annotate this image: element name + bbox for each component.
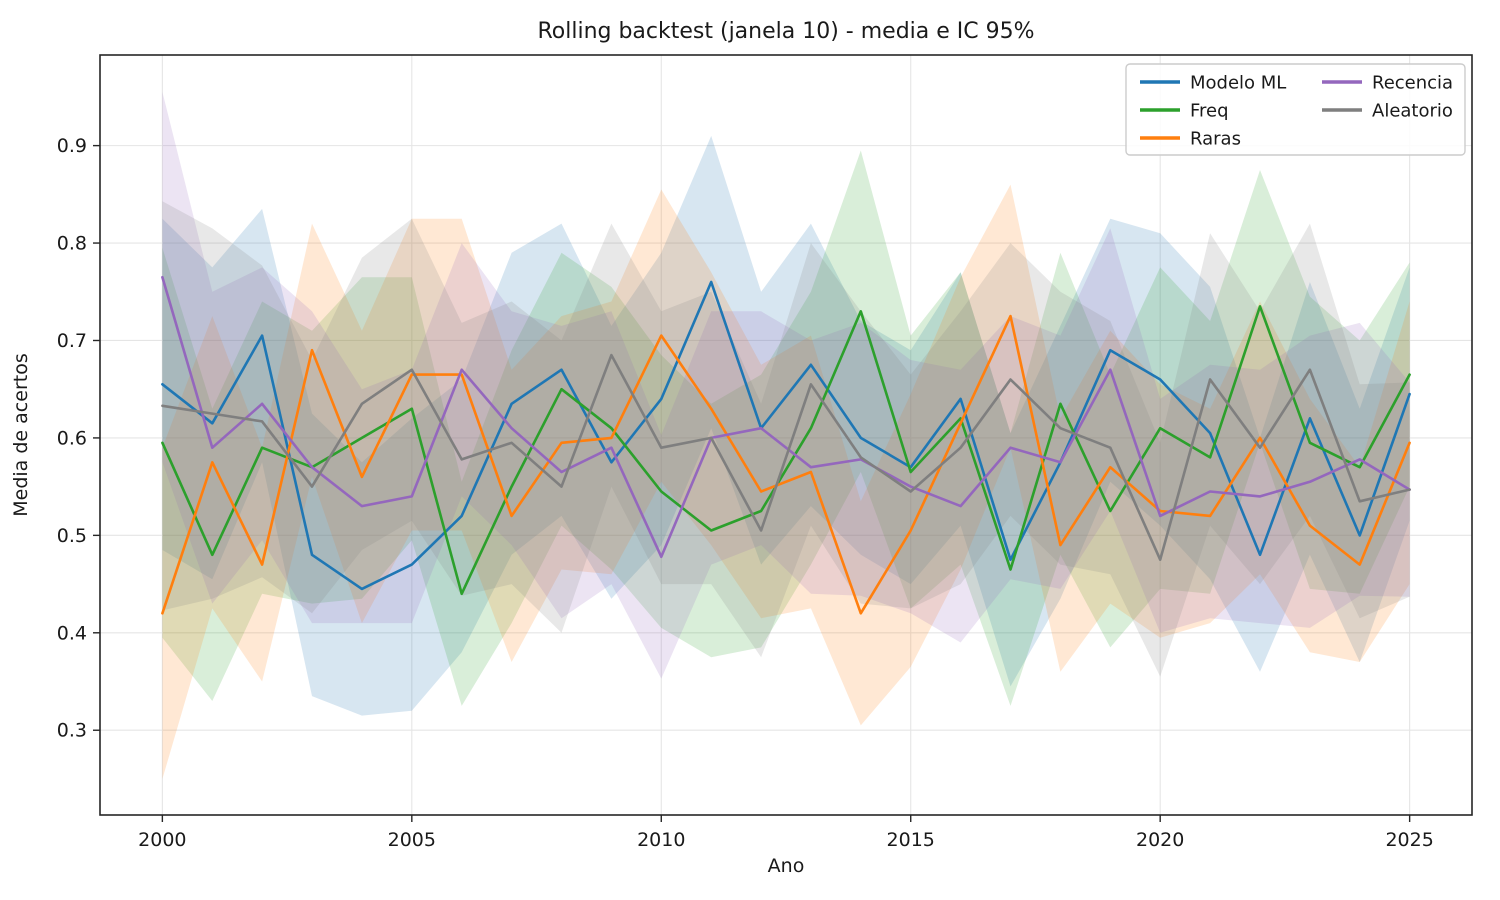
legend-entry-aleatorio: Aleatorio — [1322, 101, 1453, 122]
modelo-ml-ci-band — [162, 135, 1410, 716]
chart-title: Rolling backtest (janela 10) - media e I… — [537, 19, 1034, 44]
aleatorio-ci-band — [162, 201, 1410, 677]
legend-box — [1125, 63, 1466, 156]
legend: Modelo ML Freq Raras Recencia Aleatorio — [1125, 63, 1466, 156]
modelo-ml-legend-label: Modelo ML — [1190, 73, 1286, 94]
x-tick-label-2015: 2015 — [887, 829, 935, 851]
y-tick-label-0.8: 0.8 — [57, 233, 87, 255]
tick-layer: 2000 2005 2010 2015 2020 2025 0.3 0.4 0.5 0.6 0.7 0… — [57, 135, 1434, 851]
recencia-ci-band — [162, 92, 1410, 679]
series-line-layer — [161, 275, 1411, 615]
grid-layer — [100, 55, 1472, 815]
legend-entry-raras: Raras — [1140, 129, 1241, 150]
y-tick-label-0.3: 0.3 — [57, 720, 87, 742]
plot-border — [99, 54, 1473, 816]
recencia-line — [161, 275, 1411, 559]
aleatorio-line — [161, 353, 1411, 561]
legend-entry-freq: Freq — [1140, 101, 1229, 122]
legend-entry-recencia: Recencia — [1322, 73, 1453, 94]
recencia-legend-label: Recencia — [1372, 73, 1453, 94]
legend-entry-modelo-ml: Modelo ML — [1140, 73, 1286, 94]
aleatorio-legend-label: Aleatorio — [1372, 101, 1453, 122]
y-tick-label-0.5: 0.5 — [57, 525, 87, 547]
freq-line — [161, 305, 1411, 596]
x-axis-label: Ano — [768, 855, 805, 877]
raras-line — [161, 314, 1411, 615]
x-tick-label-2005: 2005 — [388, 829, 436, 851]
y-tick-label-0.4: 0.4 — [57, 622, 87, 644]
y-tick-label-0.9: 0.9 — [57, 135, 87, 157]
y-axis-label: Media de acertos — [10, 353, 32, 516]
x-tick-label-2010: 2010 — [637, 829, 685, 851]
freq-legend-label: Freq — [1190, 101, 1229, 122]
x-tick-label-2020: 2020 — [1136, 829, 1184, 851]
raras-legend-label: Raras — [1190, 129, 1241, 150]
x-tick-label-2000: 2000 — [138, 829, 186, 851]
y-tick-label-0.6: 0.6 — [57, 427, 87, 449]
y-tick-label-0.7: 0.7 — [57, 330, 87, 352]
x-tick-label-2025: 2025 — [1385, 829, 1433, 851]
modelo-ml-line — [161, 280, 1411, 591]
